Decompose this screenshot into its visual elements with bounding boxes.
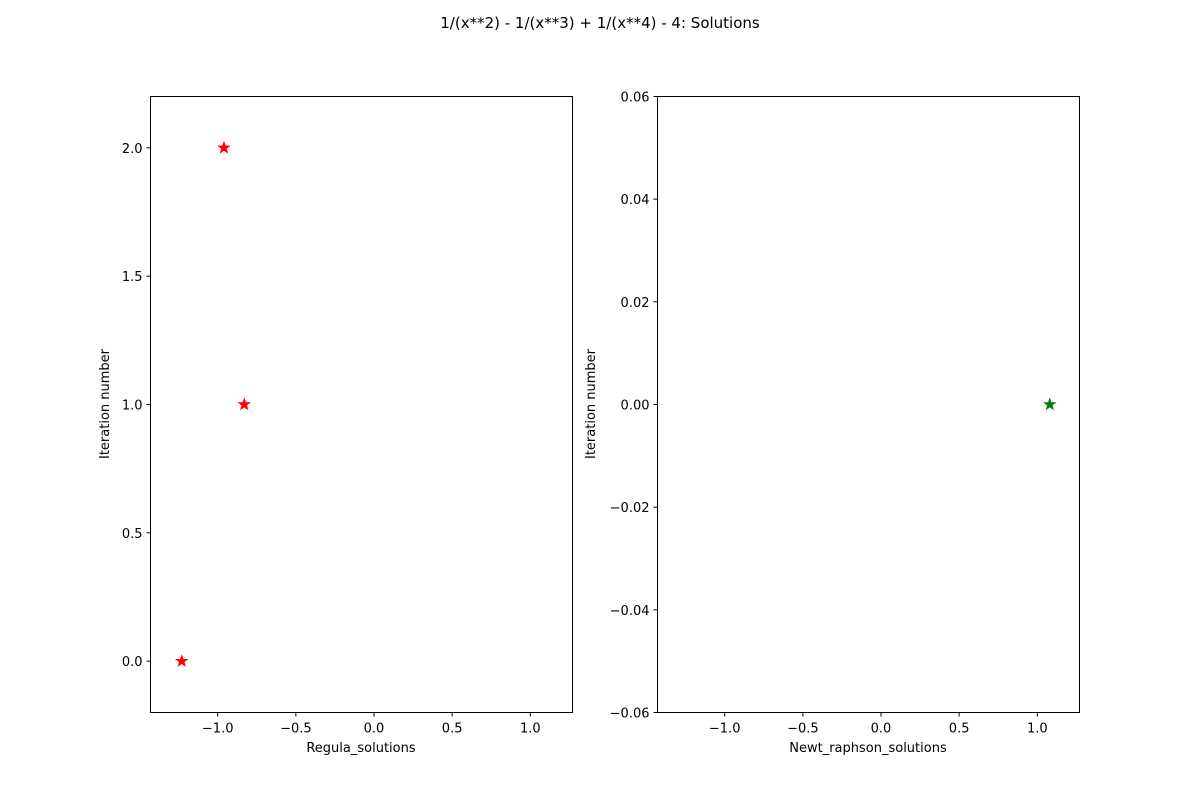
left-x-tick-label: −1.0 [202,722,234,737]
right-y-tick-label: −0.04 [610,604,650,619]
left-x-axis-label: Regula_solutions [306,741,415,756]
figure-title: 1/(x**2) - 1/(x**3) + 1/(x**4) - 4: Solu… [440,14,760,32]
left-y-axis-label: Iteration number [98,348,113,459]
right-x-axis-label: Newt_raphson_solutions [789,741,947,756]
left-x-tick-label: −0.5 [280,722,312,737]
right-y-tick-label: −0.06 [610,707,650,722]
right-y-axis-label: Iteration number [584,348,599,459]
right-axis-ticks: −1.0 −0.5 0.0 0.5 1.0 −0.06 −0.04 −0.02 0.00 0.02… [610,91,1048,737]
left-x-tick-label: 0.0 [364,722,385,737]
right-y-tick-label: 0.06 [621,91,650,106]
left-y-tick-label: 1.5 [122,270,143,285]
left-data-point-star [175,654,189,667]
left-data-point-star [217,140,231,154]
right-x-tick-label: 1.0 [1027,722,1048,737]
right-x-tick-label: 0.0 [871,722,892,737]
left-data-point-star [237,397,252,411]
right-y-tick-label: 0.00 [621,399,650,414]
right-data-points [1043,397,1057,411]
left-plot-frame [150,96,573,713]
left-y-tick-label: 0.5 [122,527,143,542]
left-x-tick-label: 0.5 [442,722,463,737]
left-data-points [175,140,252,667]
right-x-tick-label: 0.5 [949,722,970,737]
left-x-tick-label: 1.0 [520,722,541,737]
left-subplot: Regula_solutions Iteration number −1.0 −0… [98,96,573,756]
left-y-tick-label: 2.0 [122,142,143,157]
right-x-tick-label: −1.0 [709,722,741,737]
right-plot-frame [657,96,1080,713]
right-data-point-star [1043,397,1057,411]
right-y-tick-label: 0.04 [621,193,650,208]
right-y-tick-label: −0.02 [610,501,650,516]
right-x-tick-label: −0.5 [787,722,819,737]
right-subplot: Newt_raphson_solutions Iteration number … [584,91,1080,756]
left-y-tick-label: 0.0 [122,655,143,670]
left-y-tick-label: 1.0 [122,399,143,414]
left-axis-ticks: −1.0 −0.5 0.0 0.5 1.0 0.0 0.5 1.0 1.5 2.0 [122,142,541,737]
right-y-tick-label: 0.02 [621,296,650,311]
